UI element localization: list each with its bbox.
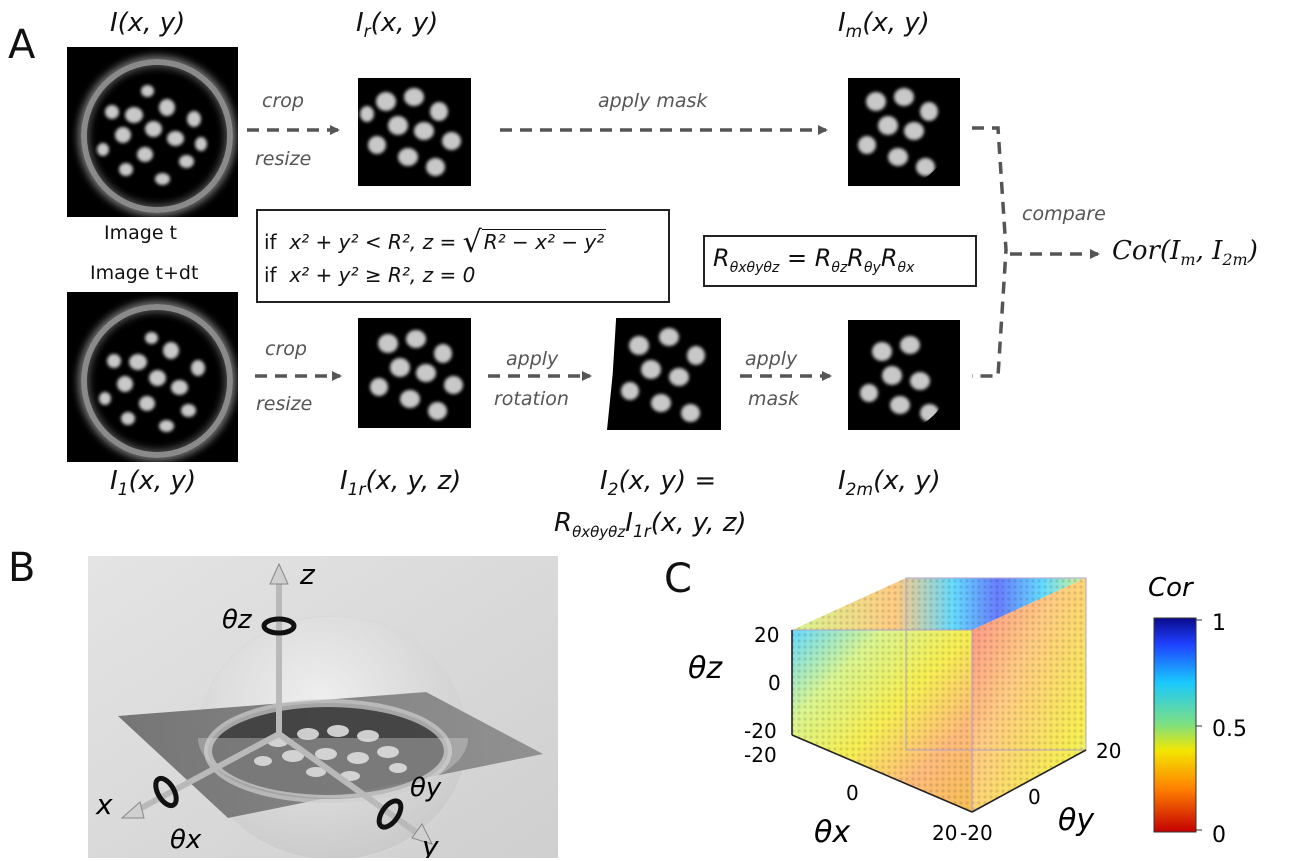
compare-bracket <box>972 126 1008 378</box>
x-tick-neg20: -20 <box>744 743 777 767</box>
image-I2 <box>607 318 721 430</box>
condition-line-1: if x² + y² < R², z = √ R² − x² − y² <box>264 225 607 260</box>
flow-arrows <box>247 125 1100 381</box>
condition-line-2: if x² + y² ≥ R², z = 0 <box>264 263 476 287</box>
y-tick-0: 0 <box>1028 785 1041 809</box>
label-theta-x: θx <box>170 825 202 855</box>
y-axis <box>276 731 427 841</box>
label-Ir: Ir(x, y) <box>356 8 439 43</box>
step-apply-mask-top: apply mask <box>598 90 708 112</box>
step-apply-mask-bottom-2: mask <box>748 388 800 410</box>
step-apply-mask-bottom-1: apply <box>745 348 798 370</box>
caption-image-t: Image t <box>104 222 177 244</box>
panel-c-chart: 20 0 -20 -20 0 20 -20 0 20 θz θx θy Cor … <box>688 573 1247 850</box>
panel-b-letter: B <box>8 545 36 591</box>
condition-box: if x² + y² < R², z = √ R² − x² − y² if x²… <box>256 209 670 303</box>
colorbar-tick-1: 1 <box>1212 611 1226 636</box>
x-tick-0: 0 <box>846 781 859 805</box>
colorbar-label: Cor <box>1148 573 1195 603</box>
label-I2-top: I2(x, y) = <box>600 466 717 501</box>
y-axis-label: θy <box>1058 803 1095 838</box>
x-axis-label: θx <box>814 815 850 850</box>
image-Im <box>848 78 960 186</box>
colorbar-tick-0.5: 0.5 <box>1212 717 1247 742</box>
label-x: x <box>95 788 113 821</box>
step-apply-rotation-2: rotation <box>494 388 569 410</box>
image-Ir <box>358 78 471 186</box>
z-tick-20: 20 <box>754 623 779 647</box>
label-y: y <box>421 830 439 858</box>
label-theta-y: θy <box>410 773 442 803</box>
label-I1: I1(x, y) <box>110 466 197 501</box>
label-z: z <box>299 558 316 591</box>
image-I1r <box>358 318 471 428</box>
colorbar-tick-0: 0 <box>1212 823 1226 848</box>
image-t <box>67 47 238 217</box>
label-I: I(x, y) <box>110 8 186 38</box>
image-I2m <box>848 320 960 430</box>
rotation-equation: Rθxθyθz = RθzRθyRθx <box>713 244 915 276</box>
image-t-dt <box>67 292 238 462</box>
z-axis-label: θz <box>688 651 723 686</box>
result-correlation: Cor(Im, I2m) <box>1112 236 1258 270</box>
label-I1r: I1r(x, y, z) <box>340 466 462 501</box>
rotation-ring-y <box>376 798 404 830</box>
caption-image-tdt: Image t+dt <box>90 262 199 284</box>
y-tick-20: 20 <box>1096 739 1121 763</box>
x-axis-line <box>791 734 973 813</box>
label-I2-bottom: RθxθyθzI1r(x, y, z) <box>554 508 747 543</box>
z-tick-neg20: -20 <box>744 719 777 743</box>
step-crop-top: crop <box>262 90 304 112</box>
step-resize-bottom: resize <box>256 393 313 415</box>
x-tick-20: 20 <box>932 821 957 845</box>
step-crop-bottom: crop <box>265 338 307 360</box>
step-compare: compare <box>1022 203 1106 225</box>
panel-c-letter: C <box>664 556 692 602</box>
label-I2m: I2m(x, y) <box>838 466 941 501</box>
y-axis-line <box>971 749 1087 813</box>
label-Im: Im(x, y) <box>838 8 930 43</box>
label-theta-z: θz <box>222 605 253 635</box>
x-axis <box>127 731 282 817</box>
step-apply-rotation-1: apply <box>506 348 559 370</box>
rotation-equation-box: Rθxθyθz = RθzRθyRθx <box>703 235 977 287</box>
z-tick-0: 0 <box>768 671 781 695</box>
y-tick-neg20: -20 <box>960 821 993 845</box>
panel-a-letter: A <box>8 22 36 68</box>
rotation-ring-z <box>261 616 297 636</box>
step-resize-top: resize <box>255 148 312 170</box>
panel-b-sphere-diagram: z θz x θx y θy <box>88 556 558 858</box>
colorbar <box>1153 617 1197 833</box>
rotation-ring-x <box>153 775 179 809</box>
